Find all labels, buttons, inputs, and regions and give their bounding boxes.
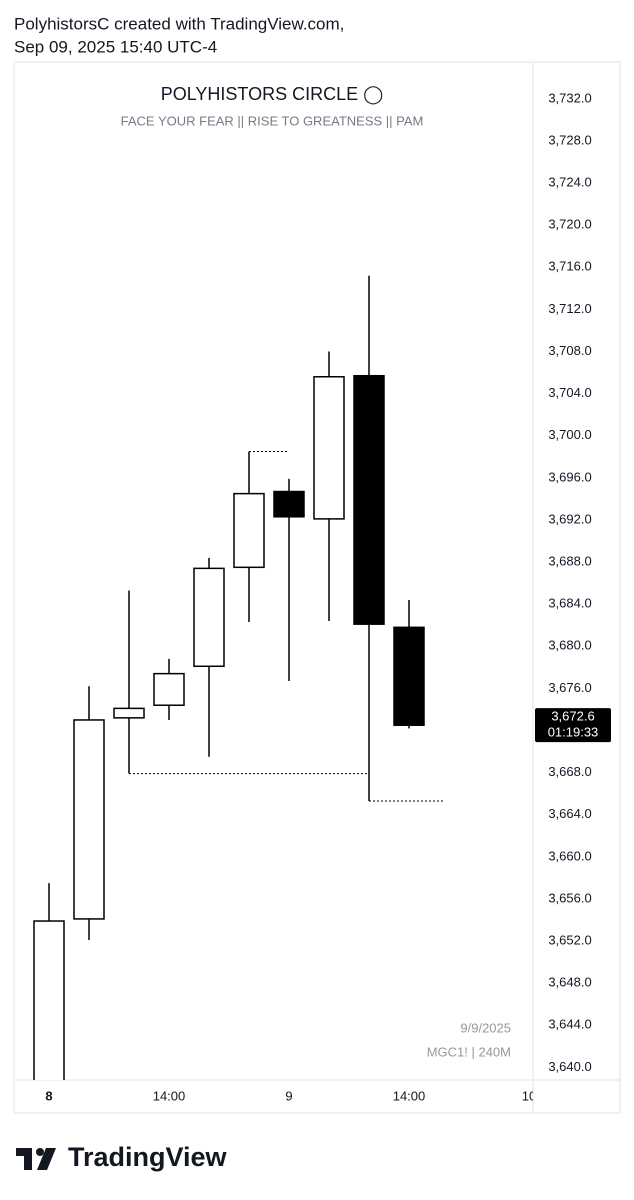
y-tick-label: 3,688.0 <box>548 553 591 568</box>
y-tick-label: 3,704.0 <box>548 385 591 400</box>
y-tick-label: 3,716.0 <box>548 259 591 274</box>
y-tick-label: 3,692.0 <box>548 511 591 526</box>
x-tick-label: 14:00 <box>393 1088 426 1103</box>
last-price-label: 3,672.6 <box>551 709 594 724</box>
y-tick-label: 3,728.0 <box>548 132 591 147</box>
y-tick-label: 3,640.0 <box>548 1059 591 1074</box>
chart-subtitle: FACE YOUR FEAR || RISE TO GREATNESS || P… <box>121 113 424 128</box>
candle-body <box>313 376 345 520</box>
symbol-watermark: MGC1! | 240M <box>427 1044 511 1059</box>
y-tick-label: 3,664.0 <box>548 806 591 821</box>
y-tick-label: 3,712.0 <box>548 301 591 316</box>
candle-body <box>113 707 145 719</box>
y-tick-label: 3,656.0 <box>548 890 591 905</box>
last-price-box <box>535 708 611 743</box>
y-tick-label: 3,708.0 <box>548 343 591 358</box>
x-tick-label: 10 <box>522 1088 536 1103</box>
candle-body <box>353 374 385 625</box>
y-tick-label: 3,720.0 <box>548 217 591 232</box>
time-axis: 8 14:00 9 14:00 10 <box>45 1088 536 1103</box>
chart-title: POLYHISTORS CIRCLE ◯ <box>161 84 384 105</box>
y-tick-label: 3,652.0 <box>548 932 591 947</box>
x-tick-label: 14:00 <box>153 1088 186 1103</box>
y-tick-label: 3,680.0 <box>548 638 591 653</box>
y-tick-label: 3,700.0 <box>548 427 591 442</box>
x-tick-label: 8 <box>45 1088 52 1103</box>
header-line: Sep 09, 2025 15:40 UTC-4 <box>14 37 217 56</box>
chart-frame <box>13 61 621 1114</box>
logo: TradingView <box>16 1142 228 1172</box>
candle-body <box>153 672 185 706</box>
y-tick-label: 3,724.0 <box>548 175 591 190</box>
header-line: PolyhistorsC created with TradingView.co… <box>14 14 344 33</box>
y-tick-label: 3,696.0 <box>548 469 591 484</box>
candle-body <box>73 719 105 920</box>
logo-icon <box>37 1148 56 1170</box>
candle-body <box>273 490 305 518</box>
y-tick-label: 3,732.0 <box>548 90 591 105</box>
y-tick-label: 3,668.0 <box>548 764 591 779</box>
candle-body <box>193 567 225 668</box>
date-watermark: 9/9/2025 <box>460 1020 511 1035</box>
logo-icon <box>36 1148 44 1156</box>
plot <box>33 275 445 1080</box>
y-tick-label: 3,676.0 <box>548 680 591 695</box>
y-tick-label: 3,648.0 <box>548 975 591 990</box>
logo-icon <box>16 1148 32 1170</box>
candle-body <box>233 492 265 569</box>
y-tick-label: 3,644.0 <box>548 1017 591 1032</box>
countdown-label: 01:19:33 <box>548 725 599 740</box>
candle-body <box>33 920 65 1080</box>
candle-body <box>393 626 425 726</box>
y-tick-label: 3,684.0 <box>548 596 591 611</box>
logo-text: TradingView <box>68 1142 228 1172</box>
y-tick-label: 3,660.0 <box>548 848 591 863</box>
x-tick-label: 9 <box>285 1088 292 1103</box>
